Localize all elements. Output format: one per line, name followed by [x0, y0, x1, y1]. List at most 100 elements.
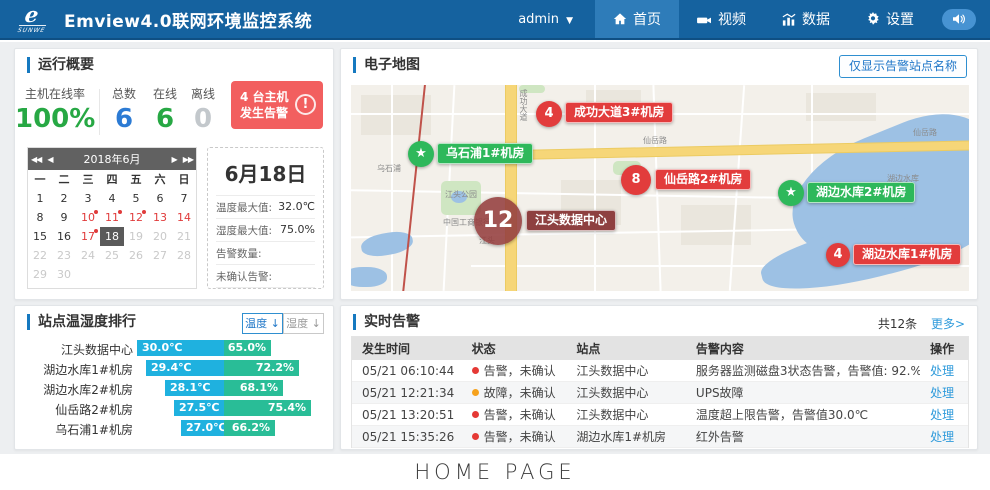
alarm-content: 红外告警	[695, 430, 744, 444]
brand-logo: e SUNWE	[6, 0, 58, 38]
calendar-day[interactable]: 25	[105, 249, 119, 262]
alarm-content: 服务器监测磁盘3状态告警，告警值: 92.%	[695, 364, 921, 378]
app-title: Emview4.0联网环境监控系统	[64, 11, 313, 32]
calendar-grid: 一二三四五六日 1 2 3 4 5 6 7 8 9 10 11 12 13 14 15 16 17 18 19 20 21…	[28, 170, 196, 284]
sort-button-temperature[interactable]: 温度 ↓	[242, 313, 283, 334]
alarm-status: 告警，未确认	[462, 428, 567, 445]
map-filter-button[interactable]: 仅显示告警站点名称	[838, 55, 967, 78]
map-text-label: 乌石浦	[377, 164, 401, 173]
stat-total: 总数 6	[103, 85, 145, 134]
stat-label: 离线	[190, 87, 215, 101]
calendar-day[interactable]: 27	[153, 249, 167, 262]
chevron-down-icon: ▼	[566, 15, 573, 26]
ranking-row: 江头数据中心 30.0℃ 65.0%	[15, 339, 335, 359]
calendar-day[interactable]: 28	[177, 249, 191, 262]
ranking-rows: 江头数据中心 30.0℃ 65.0% 湖边水库1#机房 29.4℃ 72.2% 湖边水库2#…	[15, 339, 335, 439]
handle-link[interactable]: 处理	[930, 386, 955, 400]
alarm-action: 处理	[920, 406, 968, 423]
panel-ranking: 站点温湿度排行 温度 ↓ 湿度 ↓ 江头数据中心 30.0℃ 65.0% 湖边水库1#…	[14, 305, 334, 450]
column-header: 告警内容	[695, 342, 744, 356]
alarm-station: 湖边水库1#机房	[576, 430, 667, 444]
handle-link[interactable]: 处理	[930, 364, 955, 378]
logo-brand-text: SUNWE	[17, 24, 47, 34]
calendar-day[interactable]: 6	[156, 192, 164, 205]
calendar-prev-year-button[interactable]: ◀◀	[31, 154, 42, 164]
calendar-day[interactable]: 10	[76, 208, 100, 227]
map-marker-ok[interactable]: ★	[778, 180, 804, 206]
calendar-day[interactable]: 1	[36, 192, 44, 205]
calendar-day[interactable]: 24	[81, 249, 95, 262]
calendar-day[interactable]: 9	[60, 211, 68, 224]
map-canvas[interactable]: 仙岳路仙岳路成功大道湖边水库乌石浦江头中国工商银行江头公园4成功大道3#机房★乌…	[351, 85, 969, 291]
alarm-time: 05/21 15:35:26	[362, 429, 455, 444]
calendar-day[interactable]: 21	[177, 230, 191, 243]
detail-label: 告警数量:	[216, 248, 262, 260]
calendar-day[interactable]: 7	[180, 192, 188, 205]
map-marker-label[interactable]: 江头数据中心	[526, 210, 617, 231]
sound-button[interactable]	[942, 8, 976, 30]
column-header: 状态	[471, 342, 496, 356]
map-marker-label[interactable]: 湖边水库1#机房	[853, 244, 962, 265]
gear-icon	[866, 12, 880, 26]
calendar-day[interactable]: 13	[153, 211, 167, 224]
calendar-weekday: 三	[82, 173, 94, 186]
calendar-day[interactable]: 5	[132, 192, 140, 205]
map-marker-alarm[interactable]: 4	[536, 101, 562, 127]
calendar-day[interactable]: 8	[36, 211, 44, 224]
map-text-label: 江头公园	[445, 190, 477, 199]
calendar-day[interactable]: 23	[57, 249, 71, 262]
map-marker-label[interactable]: 湖边水库2#机房	[807, 182, 916, 203]
calendar-day[interactable]: 18	[100, 227, 124, 246]
alarm-count: 共12条	[877, 317, 918, 331]
map-text-label: 仙岳路	[913, 128, 937, 137]
calendar-day[interactable]: 20	[153, 230, 167, 243]
alarm-row: 05/21 12:21:34 故障，未确认 江头数据中心 UPS故障 处理	[352, 382, 968, 404]
nav-item-home[interactable]: 首页	[595, 0, 679, 38]
station-name: 仙岳路2#机房	[55, 403, 133, 417]
calendar-day[interactable]: 22	[33, 249, 47, 262]
calendar-day[interactable]: 17	[76, 227, 100, 246]
calendar-day[interactable]: 19	[129, 230, 143, 243]
handle-link[interactable]: 处理	[930, 430, 955, 444]
handle-link[interactable]: 处理	[930, 408, 955, 422]
day-detail-card: 6月18日 温度最大值: 32.0℃ 湿度最大值: 75.0% 告警数量: 未确…	[207, 147, 324, 289]
calendar-weekday: 六	[154, 173, 166, 186]
map-marker-label[interactable]: 成功大道3#机房	[565, 102, 674, 123]
nav-item-settings[interactable]: 设置	[848, 0, 932, 38]
calendar-day[interactable]: 26	[129, 249, 143, 262]
stat-value: 0	[193, 104, 213, 134]
nav-item-data[interactable]: 数据	[764, 0, 848, 38]
alert-badge[interactable]: 4 台主机 发生告警 !	[231, 81, 323, 129]
calendar-day[interactable]: 3	[84, 192, 92, 205]
calendar-prev-month-button[interactable]: ◀	[47, 154, 53, 164]
calendar-day[interactable]: 14	[177, 211, 191, 224]
calendar-day[interactable]: 4	[108, 192, 116, 205]
calendar-day[interactable]: 12	[124, 208, 148, 227]
map-marker-alarm[interactable]: 4	[826, 243, 850, 267]
map-marker-alarm[interactable]: 8	[621, 165, 651, 195]
map-marker-ok[interactable]: ★	[408, 141, 434, 167]
map-marker-label[interactable]: 仙岳路2#机房	[655, 169, 752, 190]
calendar-next-year-button[interactable]: ▶▶	[182, 154, 194, 164]
column-header: 站点	[576, 342, 601, 356]
detail-value: 75.0%	[280, 223, 315, 236]
nav-label: 首页	[633, 12, 661, 28]
map-marker-alarm[interactable]: 12	[474, 197, 522, 245]
calendar-day[interactable]: 29	[33, 268, 47, 281]
map-road	[391, 85, 393, 291]
calendar-day[interactable]: 30	[57, 268, 71, 281]
sort-button-humidity[interactable]: 湿度 ↓	[283, 313, 324, 334]
calendar-day[interactable]: 15	[33, 230, 47, 243]
nav-item-video[interactable]: 视频	[679, 0, 764, 38]
calendar-day[interactable]: 16	[57, 230, 71, 243]
user-menu[interactable]: admin ▼	[518, 12, 573, 27]
detail-value: 32.0℃	[278, 200, 315, 213]
map-road	[594, 85, 596, 291]
alarm-status-text: 告警，未确认	[483, 408, 556, 422]
calendar-day[interactable]: 2	[60, 192, 68, 205]
more-link[interactable]: 更多>	[930, 317, 965, 331]
calendar-day[interactable]: 11	[100, 208, 124, 227]
map-marker-label[interactable]: 乌石浦1#机房	[437, 143, 534, 164]
severity-dot	[471, 411, 479, 418]
calendar-next-month-button[interactable]: ▶	[171, 154, 178, 164]
